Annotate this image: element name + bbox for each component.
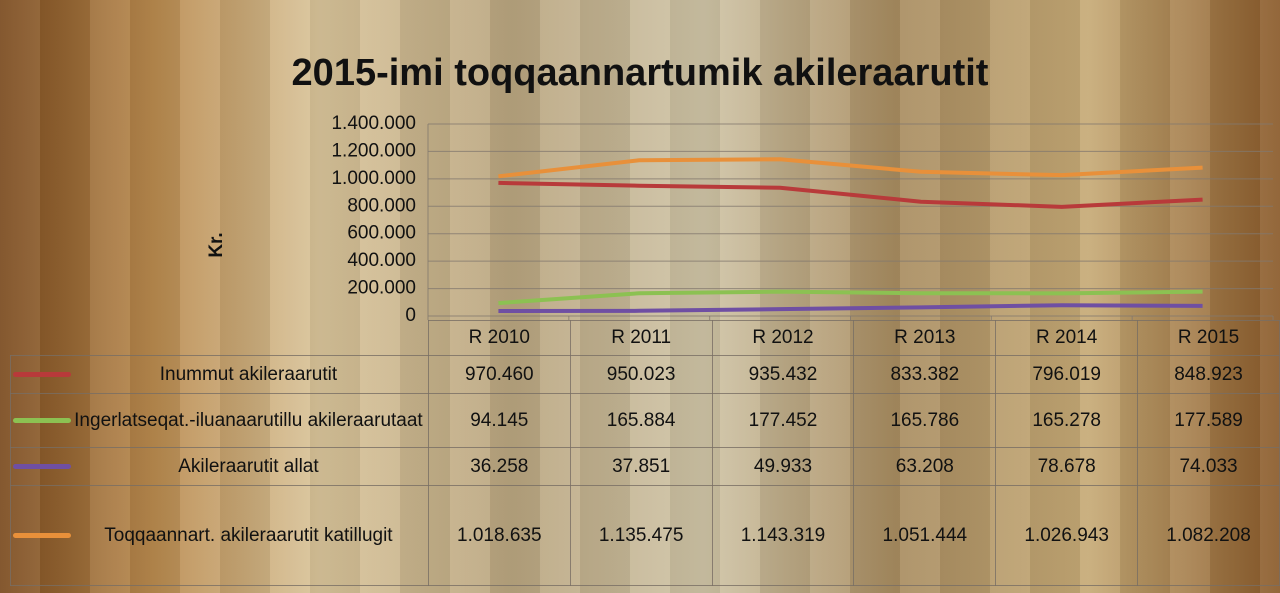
legend-cell: Inummut akileraarutit [11, 356, 429, 394]
table-value: 950.023 [570, 356, 712, 394]
chart: 2015-imi toqqaannartumik akileraarutit K… [0, 0, 1280, 593]
legend-cell: Toqqaannart. akileraarutit katillugit [11, 486, 429, 586]
x-tick-label: R 2011 [570, 321, 712, 356]
table-row: Ingerlatseqat.-iluanaarutillu akileraaru… [11, 394, 1280, 448]
legend-swatch [13, 418, 71, 423]
table-value: 1.051.444 [854, 486, 996, 586]
legend-cell: Ingerlatseqat.-iluanaarutillu akileraaru… [11, 394, 429, 448]
table-value: 796.019 [996, 356, 1138, 394]
legend-label: Toqqaannart. akileraarutit katillugit [71, 525, 426, 547]
y-tick-label: 400.000 [347, 250, 416, 271]
legend-cell: Akileraarutit allat [11, 448, 429, 486]
y-tick-label: 600.000 [347, 223, 416, 244]
y-axis-label: Kr. [206, 232, 227, 257]
legend-item: Toqqaannart. akileraarutit katillugit [13, 525, 426, 547]
y-tick-label: 800.000 [347, 195, 416, 216]
y-tick-label: 1.400.000 [331, 113, 416, 134]
table-value: 74.033 [1138, 448, 1280, 486]
x-tick-label: R 2015 [1138, 321, 1280, 356]
table-value: 177.452 [712, 394, 854, 448]
table-value: 36.258 [428, 448, 570, 486]
table-value: 49.933 [712, 448, 854, 486]
table-value: 165.786 [854, 394, 996, 448]
x-tick-label: R 2012 [712, 321, 854, 356]
x-tick-label: R 2013 [854, 321, 996, 356]
y-tick-label: 200.000 [347, 278, 416, 299]
legend-label: Inummut akileraarutit [71, 364, 426, 386]
table-value: 970.460 [428, 356, 570, 394]
legend-swatch [13, 372, 71, 377]
table-value: 1.143.319 [712, 486, 854, 586]
table-value: 935.432 [712, 356, 854, 394]
y-tick-label: 1.000.000 [331, 168, 416, 189]
legend-item: Ingerlatseqat.-iluanaarutillu akileraaru… [13, 410, 426, 432]
x-tick-label: R 2010 [428, 321, 570, 356]
corner-cell [11, 321, 429, 356]
legend-swatch [13, 533, 71, 538]
legend-label: Akileraarutit allat [71, 456, 426, 478]
series-line [498, 305, 1202, 311]
table-value: 78.678 [996, 448, 1138, 486]
chart-title: 2015-imi toqqaannartumik akileraarutit [292, 52, 989, 94]
table-value: 165.884 [570, 394, 712, 448]
table-value: 37.851 [570, 448, 712, 486]
legend-item: Akileraarutit allat [13, 456, 426, 478]
table-value: 177.589 [1138, 394, 1280, 448]
table-value: 833.382 [854, 356, 996, 394]
table-value: 1.018.635 [428, 486, 570, 586]
y-tick-label: 1.200.000 [331, 140, 416, 161]
legend-label: Ingerlatseqat.-iluanaarutillu akileraaru… [71, 410, 426, 432]
x-tick-label: R 2014 [996, 321, 1138, 356]
table-value: 94.145 [428, 394, 570, 448]
table-value: 1.135.475 [570, 486, 712, 586]
series-line [498, 183, 1202, 207]
legend-item: Inummut akileraarutit [13, 364, 426, 386]
series-line [498, 159, 1202, 176]
table-value: 1.082.208 [1138, 486, 1280, 586]
table-value: 1.026.943 [996, 486, 1138, 586]
table-value: 63.208 [854, 448, 996, 486]
table-value: 165.278 [996, 394, 1138, 448]
legend-swatch [13, 464, 71, 469]
table-value: 848.923 [1138, 356, 1280, 394]
series-line [498, 292, 1202, 303]
